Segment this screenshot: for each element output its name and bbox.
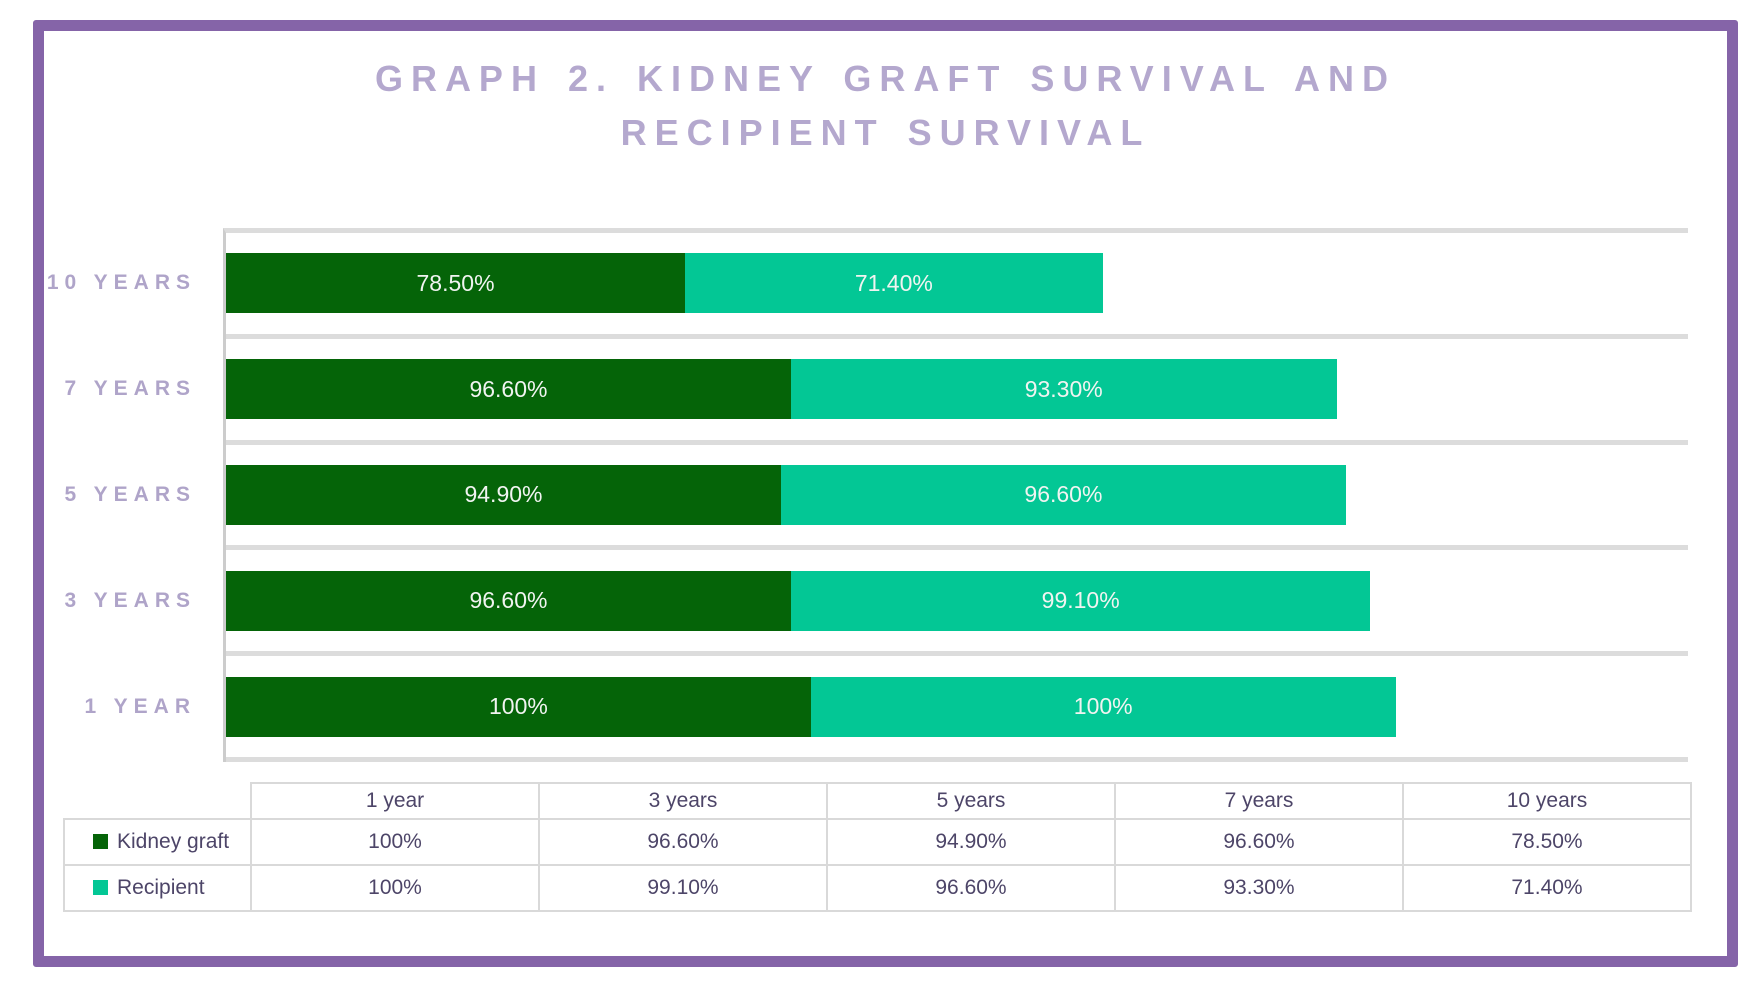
category-label: 1 YEAR — [84, 694, 196, 718]
data-table-value-cell: 93.30% — [1114, 864, 1404, 912]
stacked-bar: 96.60% 93.30% — [226, 359, 1688, 420]
chart-row: 100% 100% — [226, 656, 1688, 762]
chart-row: 96.60% 93.30% — [226, 339, 1688, 445]
stacked-bar: 96.60% 99.10% — [226, 570, 1688, 631]
data-table-value-cell: 100% — [250, 818, 540, 866]
bar-segment-recipient: 99.10% — [790, 570, 1371, 631]
bar-value-label: 100% — [488, 693, 548, 720]
data-table-column-header: 5 years — [826, 782, 1116, 820]
legend-swatch — [93, 834, 108, 849]
category-axis-labels: 10 YEARS 7 YEARS 5 YEARS 3 YEARS 1 YEAR — [40, 228, 196, 762]
data-table-column-header: 1 year — [250, 782, 540, 820]
category-label-row: 10 YEARS — [40, 233, 196, 339]
legend-label: Recipient — [117, 876, 205, 899]
data-table-corner-cell — [64, 783, 252, 820]
category-label: 3 YEARS — [64, 588, 196, 612]
data-table-row: Recipient 100% 99.10% 96.60% 93.30% 71.40% — [63, 864, 1692, 912]
bar-segment-recipient: 96.60% — [780, 464, 1346, 525]
data-table-header-row: 1 year 3 years 5 years 7 years 10 years — [64, 782, 1692, 820]
data-table-value-cell: 99.10% — [538, 864, 828, 912]
data-table-column-header: 7 years — [1114, 782, 1404, 820]
data-table-value-cell: 96.60% — [826, 864, 1116, 912]
bar-segment-kidney-graft: 96.60% — [226, 570, 791, 631]
bar-value-label: 78.50% — [416, 269, 495, 296]
bar-segment-recipient: 71.40% — [685, 253, 1103, 314]
category-label-row: 7 YEARS — [40, 339, 196, 445]
bar-value-label: 100% — [1073, 693, 1133, 720]
chart-title-text: GRAPH 2. KIDNEY GRAFT SURVIVAL AND RECIP… — [374, 58, 1397, 153]
chart-row: 94.90% 96.60% — [226, 445, 1688, 551]
bar-value-label: 94.90% — [464, 481, 543, 508]
bar-segment-kidney-graft: 94.90% — [226, 464, 781, 525]
legend-label: Kidney graft — [117, 830, 230, 853]
plot-area: 78.50% 71.40% 96.60% 93.30% 94.90% 96.60% 96.6… — [223, 228, 1688, 762]
category-label: 7 YEARS — [64, 377, 196, 401]
stacked-bar: 94.90% 96.60% — [226, 464, 1688, 525]
legend-swatch — [93, 880, 108, 895]
bar-value-label: 99.10% — [1041, 587, 1120, 614]
bar-segment-recipient: 93.30% — [790, 359, 1337, 420]
data-table-column-header: 10 years — [1402, 782, 1692, 820]
bar-value-label: 71.40% — [854, 269, 933, 296]
bar-segment-kidney-graft: 96.60% — [226, 359, 791, 420]
bar-segment-kidney-graft: 100% — [226, 676, 811, 737]
chart-title: GRAPH 2. KIDNEY GRAFT SURVIVAL AND RECIP… — [33, 52, 1738, 160]
bar-value-label: 96.60% — [469, 375, 548, 402]
data-table-row: Kidney graft 100% 96.60% 94.90% 96.60% 78.50% — [63, 818, 1692, 866]
chart-row: 96.60% 99.10% — [226, 550, 1688, 657]
category-label: 5 YEARS — [64, 482, 196, 506]
chart-data-table: 1 year 3 years 5 years 7 years 10 years Kidn… — [63, 782, 1692, 912]
bar-segment-kidney-graft: 78.50% — [226, 253, 686, 314]
data-table-value-cell: 71.40% — [1402, 864, 1692, 912]
legend-cell: Kidney graft — [63, 818, 252, 866]
category-label: 10 YEARS — [46, 271, 196, 295]
category-label-row: 3 YEARS — [40, 550, 196, 656]
data-table-value-cell: 96.60% — [1114, 818, 1404, 866]
data-table-value-cell: 94.90% — [826, 818, 1116, 866]
bar-value-label: 96.60% — [469, 587, 548, 614]
data-table-column-header: 3 years — [538, 782, 828, 820]
stacked-bar: 78.50% 71.40% — [226, 253, 1688, 314]
stacked-bar: 100% 100% — [226, 676, 1688, 737]
category-label-row: 1 YEAR — [40, 656, 196, 762]
chart-row: 78.50% 71.40% — [226, 233, 1688, 339]
bar-value-label: 93.30% — [1024, 375, 1103, 402]
data-table-value-cell: 78.50% — [1402, 818, 1692, 866]
data-table-value-cell: 96.60% — [538, 818, 828, 866]
bar-segment-recipient: 100% — [810, 676, 1396, 737]
data-table-value-cell: 100% — [250, 864, 540, 912]
data-table-body: Kidney graft 100% 96.60% 94.90% 96.60% 78.50%… — [63, 818, 1692, 912]
category-label-row: 5 YEARS — [40, 445, 196, 551]
legend-cell: Recipient — [63, 864, 252, 912]
bar-value-label: 96.60% — [1024, 481, 1103, 508]
